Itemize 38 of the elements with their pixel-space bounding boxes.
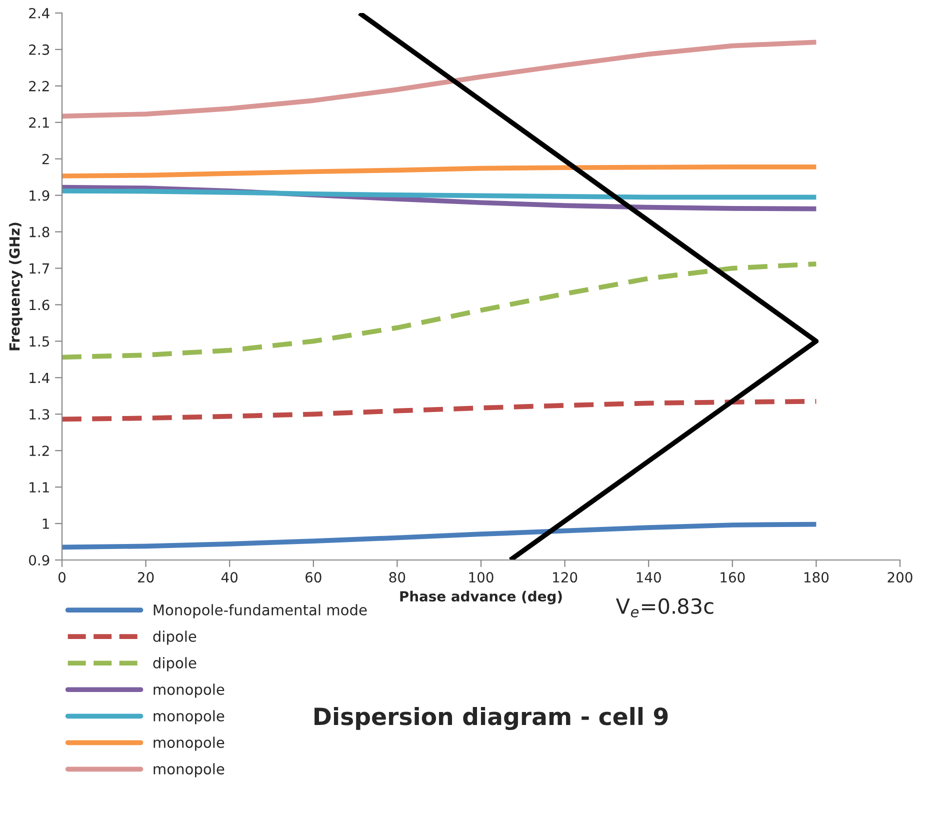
legend-label: monopole <box>154 763 224 778</box>
legend-label: monopole <box>154 684 224 698</box>
x-axis-title: Phase advance (deg) <box>400 590 562 604</box>
y-tick-label: 0.9 <box>29 554 50 566</box>
y-tick-label: 1.4 <box>30 372 50 383</box>
y-tick-label: 1.6 <box>30 300 50 310</box>
legend-label: monopole <box>154 710 224 724</box>
legend-label: Monopole-fundamental mode <box>154 604 367 618</box>
y-tick-label: 1.7 <box>30 263 50 274</box>
y-tick-label: 1.3 <box>30 409 50 420</box>
y-tick-label: 1.1 <box>30 482 49 492</box>
x-tick-label: 100 <box>469 572 494 583</box>
x-tick-label: 40 <box>221 572 238 583</box>
y-tick-label: 2.1 <box>29 117 49 128</box>
x-tick-label: 200 <box>888 572 912 583</box>
legend-label: dipole <box>153 630 196 645</box>
text: Dispersion diagram - cell 9 <box>314 707 668 730</box>
x-tick-label: 160 <box>720 572 745 583</box>
x-tick-label: 180 <box>804 572 829 583</box>
x-tick-label: 140 <box>636 572 661 583</box>
x-tick-label: 20 <box>138 572 154 583</box>
y-tick-label: 2.4 <box>29 8 50 18</box>
text: V$_{e}$=0.83c <box>616 598 714 618</box>
y-tick-label: 1.2 <box>30 446 49 456</box>
legend-label: dipole <box>153 657 196 672</box>
x-tick-label: 60 <box>306 572 322 583</box>
legend-label: monopole <box>154 736 224 751</box>
y-tick-label: 2.2 <box>29 80 49 92</box>
x-tick-label: 0 <box>58 572 66 583</box>
x-tick-label: 120 <box>553 572 578 583</box>
y-tick-label: 2.3 <box>29 44 50 55</box>
y-tick-label: 1.9 <box>30 190 50 201</box>
x-tick-label: 80 <box>389 572 406 583</box>
y-tick-label: 1 <box>42 518 49 529</box>
y-tick-label: 1.8 <box>30 226 50 238</box>
y-axis-title: Frequency (GHz) <box>9 222 23 350</box>
y-tick-label: 1.5 <box>30 336 49 347</box>
y-tick-label: 2 <box>42 154 49 164</box>
